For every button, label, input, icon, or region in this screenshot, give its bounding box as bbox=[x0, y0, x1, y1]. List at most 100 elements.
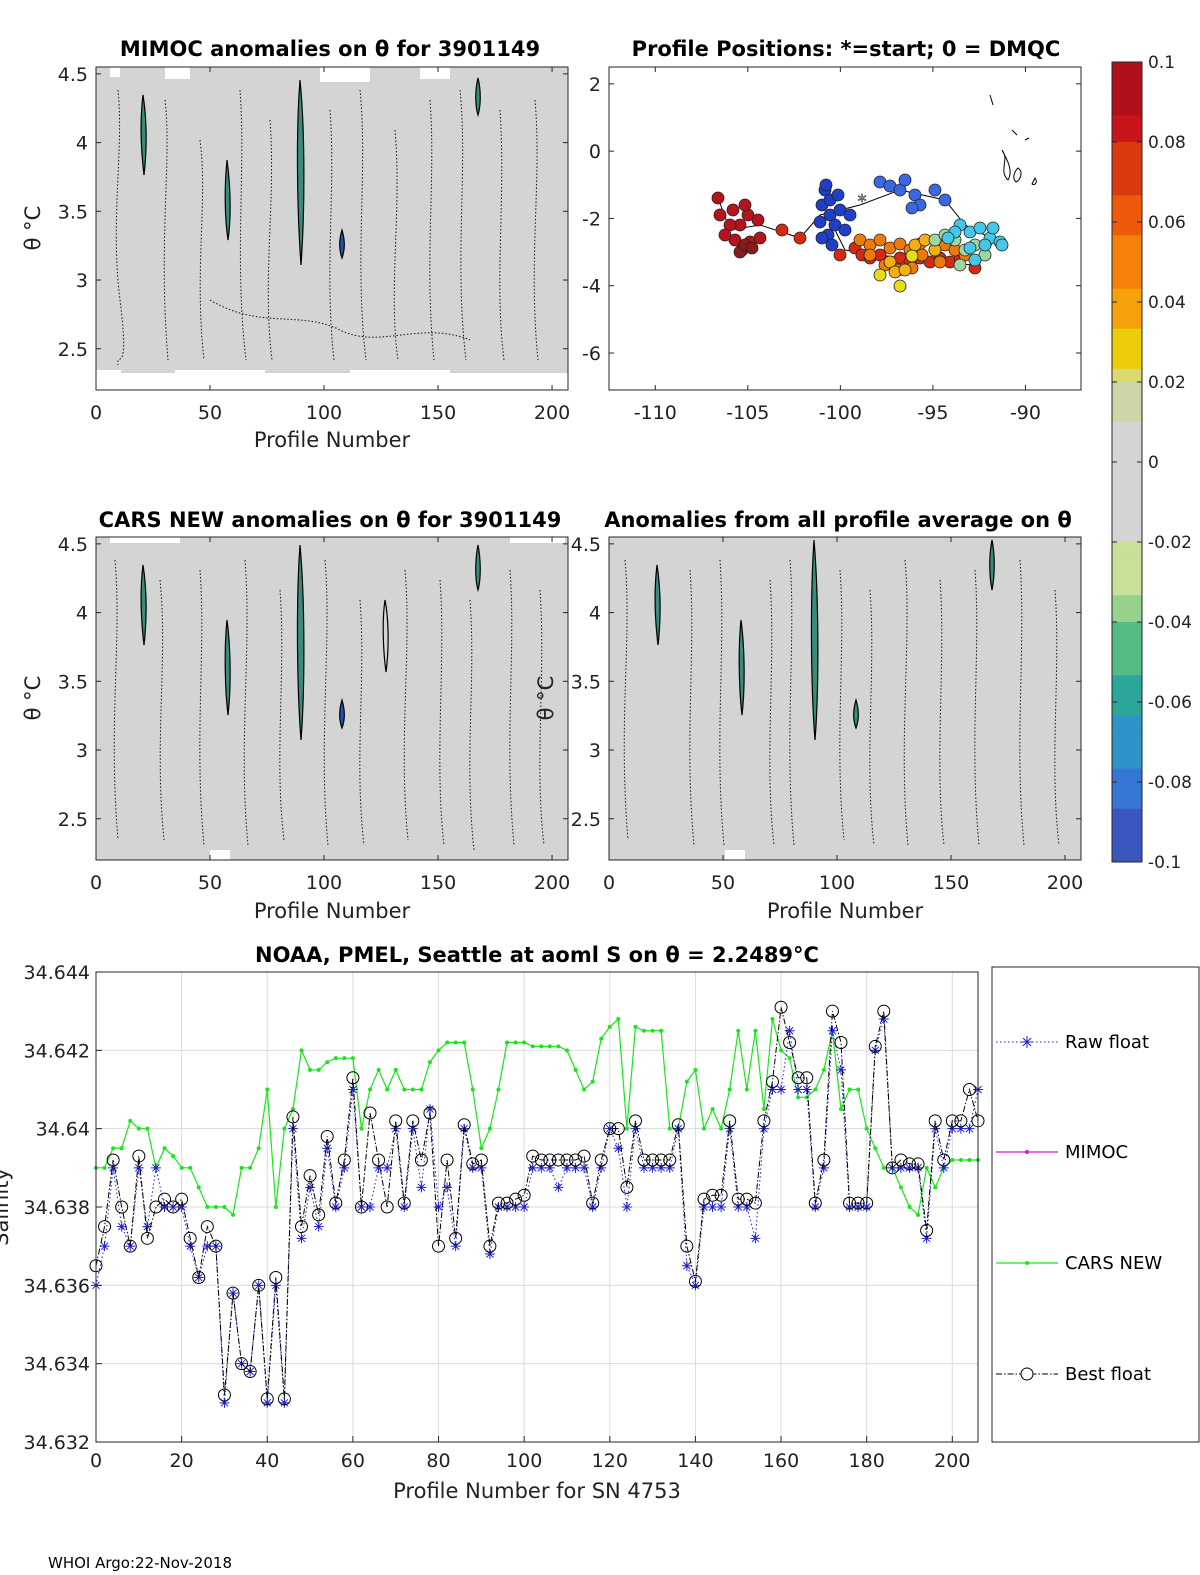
best-float-point bbox=[192, 1271, 206, 1284]
colorbar-tick-label: 0.1 bbox=[1148, 53, 1175, 73]
raw-float-point bbox=[296, 1233, 307, 1244]
cars-new-point bbox=[744, 1087, 749, 1092]
profile-position-marker bbox=[873, 233, 887, 247]
cars-new-point bbox=[924, 1165, 929, 1170]
raw-float-point bbox=[895, 1162, 906, 1173]
raw-float-point bbox=[878, 1014, 889, 1024]
raw-float-point bbox=[262, 1397, 273, 1408]
cars-new-point bbox=[642, 1028, 647, 1033]
panel2-title: Profile Positions: *=start; 0 = DMQC bbox=[632, 37, 1061, 61]
cars-new-point bbox=[873, 1146, 878, 1151]
y-tick-label: 4 bbox=[589, 603, 601, 625]
colorbar-band bbox=[1112, 128, 1142, 143]
colorbar-band bbox=[1112, 622, 1142, 636]
cars-new-point bbox=[410, 1087, 415, 1092]
best-float-point bbox=[680, 1239, 694, 1253]
cars-new-point bbox=[710, 1107, 715, 1112]
cars-new-point bbox=[736, 1028, 741, 1033]
raw-float-point bbox=[681, 1260, 692, 1271]
x-tick-label: 80 bbox=[426, 1450, 450, 1472]
cars-new-point bbox=[787, 1056, 792, 1061]
best-float-point bbox=[637, 1153, 651, 1167]
colorbar-band bbox=[1112, 555, 1142, 570]
colorbar-band bbox=[1112, 182, 1142, 196]
colorbar-band bbox=[1112, 248, 1142, 263]
profile-position-marker bbox=[718, 228, 732, 242]
cars-new-point bbox=[916, 1212, 921, 1217]
legend-label: CARS NEW bbox=[1065, 1253, 1162, 1274]
profile-position-marker bbox=[995, 238, 1009, 252]
best-float-point bbox=[166, 1200, 180, 1214]
raw-float-point bbox=[133, 1162, 144, 1173]
cars-new-point bbox=[950, 1158, 955, 1162]
best-float-point bbox=[860, 1196, 874, 1210]
best-float-point bbox=[731, 1192, 745, 1206]
best-float-point bbox=[98, 1220, 112, 1234]
raw-float-point bbox=[964, 1123, 975, 1134]
x-tick-label: 100 bbox=[306, 872, 342, 894]
colorbar-band bbox=[1112, 515, 1142, 530]
x-tick-label: -110 bbox=[634, 402, 677, 424]
colorbar-band bbox=[1112, 422, 1142, 436]
raw-float-point bbox=[347, 1084, 358, 1095]
panel1-title: MIMOC anomalies on θ for 3901149 bbox=[120, 37, 540, 61]
x-tick-label: 120 bbox=[592, 1450, 628, 1472]
raw-float-point bbox=[502, 1202, 513, 1212]
cars-new-point bbox=[453, 1040, 458, 1045]
colorbar-band bbox=[1112, 675, 1142, 690]
colorbar-band bbox=[1112, 395, 1142, 410]
raw-float-point bbox=[690, 1280, 701, 1291]
raw-float-point bbox=[390, 1123, 401, 1134]
cars-new-point bbox=[607, 1024, 612, 1029]
y-tick-label: 2.5 bbox=[58, 809, 88, 831]
colorbar-band bbox=[1112, 635, 1142, 650]
colorbar-band bbox=[1112, 702, 1142, 716]
cars-new-point bbox=[505, 1040, 510, 1045]
cars-new-point bbox=[898, 1185, 903, 1190]
raw-float-point bbox=[707, 1202, 718, 1212]
profile-position-marker bbox=[893, 279, 907, 293]
profile-position-marker bbox=[713, 208, 727, 222]
best-float-point bbox=[911, 1157, 925, 1171]
raw-float-point bbox=[450, 1241, 461, 1252]
colorbar-band bbox=[1112, 475, 1142, 490]
best-float-point bbox=[551, 1153, 565, 1167]
raw-float-point bbox=[639, 1162, 650, 1173]
start-marker: * bbox=[858, 191, 867, 212]
cars-new-point bbox=[513, 1040, 518, 1045]
best-float-point bbox=[449, 1231, 463, 1245]
y-tick-label: 3 bbox=[76, 740, 88, 762]
cars-new-point bbox=[325, 1060, 330, 1065]
legend-label: Raw float bbox=[1065, 1032, 1149, 1053]
colorbar-band bbox=[1112, 275, 1142, 290]
cars-new-point bbox=[624, 1126, 629, 1131]
chart-xlabel: Profile Number for SN 4753 bbox=[393, 1479, 681, 1503]
best-float-point bbox=[800, 1071, 814, 1085]
best-float-point bbox=[243, 1365, 257, 1378]
cars-new-point bbox=[522, 1040, 527, 1045]
y-tick-label: 3.5 bbox=[571, 671, 601, 693]
cars-new-point bbox=[436, 1048, 441, 1053]
cars-new-point bbox=[248, 1165, 253, 1170]
x-tick-label: 150 bbox=[933, 872, 969, 894]
panel4-title: Anomalies from all profile average on θ bbox=[604, 508, 1072, 532]
profile-position-marker bbox=[775, 223, 789, 237]
cars-new-point bbox=[273, 1205, 278, 1209]
profile-position-marker bbox=[831, 188, 845, 202]
raw-float-point bbox=[553, 1182, 564, 1193]
cars-new-point bbox=[719, 1126, 724, 1131]
best-float-point bbox=[158, 1192, 172, 1206]
colorbar-band bbox=[1112, 768, 1142, 783]
x-tick-label: 100 bbox=[506, 1450, 542, 1472]
profile-position-marker bbox=[905, 249, 919, 263]
cars-new-point bbox=[667, 1126, 672, 1131]
profile-position-marker bbox=[838, 223, 852, 237]
cars-new-point bbox=[573, 1067, 578, 1072]
colorbar-band bbox=[1112, 795, 1142, 810]
x-tick-label: -95 bbox=[917, 402, 948, 424]
profile-position-marker bbox=[908, 188, 922, 202]
raw-float-point bbox=[442, 1182, 453, 1193]
raw-float-point bbox=[613, 1143, 624, 1154]
best-float-point bbox=[774, 1000, 788, 1014]
y-tick-label: 4 bbox=[76, 133, 88, 155]
